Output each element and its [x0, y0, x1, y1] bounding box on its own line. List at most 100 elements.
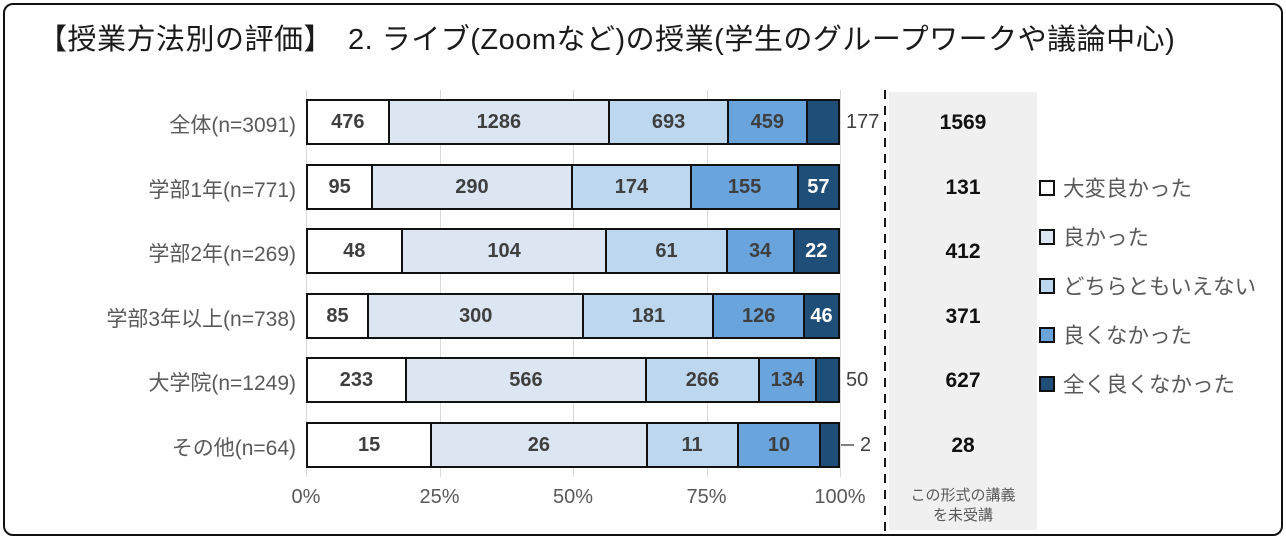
segment-value-label-outside: 2	[860, 433, 872, 456]
legend-label: 良くなかった	[1063, 324, 1193, 348]
gridline	[573, 90, 574, 477]
x-axis-tick-label: 50%	[552, 486, 594, 508]
legend-swatch	[1039, 326, 1055, 343]
bar-segment: 134	[759, 359, 817, 402]
bar-segment: 95	[308, 165, 374, 208]
legend-label: 良かった	[1063, 226, 1150, 250]
x-axis-tick-label: 0%	[291, 486, 321, 508]
unattended-count: 627	[945, 369, 981, 393]
bar-segment: 46	[804, 294, 838, 337]
legend-item: 良かった	[1039, 221, 1149, 252]
bar-segment: 85	[308, 294, 370, 337]
segment-value-label: 1286	[476, 111, 522, 134]
category-label: 全体(n=3091)	[169, 114, 296, 138]
stacked-bar: 95 290 174 155 57	[306, 163, 840, 210]
legend-item: 良くなかった	[1039, 319, 1192, 350]
legend-swatch	[1039, 277, 1055, 294]
segment-value-label: 693	[651, 111, 686, 134]
bar-segment: 26	[432, 423, 648, 466]
unattended-label-line1: この形式の講義	[910, 487, 1016, 504]
bar-segment: 566	[406, 359, 648, 402]
segment-value-label: 10	[767, 433, 791, 456]
bar-segment: 1286	[389, 101, 611, 144]
unattended-divider-line	[884, 90, 886, 532]
legend-label: 全く良くなかった	[1063, 373, 1236, 397]
legend-swatch	[1039, 179, 1055, 196]
segment-value-label: 174	[614, 175, 649, 198]
bar-segment: 693	[610, 101, 729, 144]
segment-value-label: 266	[685, 369, 720, 392]
legend-item: どちらともいえない	[1039, 270, 1256, 301]
segment-value-label: 459	[750, 111, 784, 134]
segment-value-label: 181	[631, 304, 666, 327]
segment-value-label-outside: 50	[846, 369, 869, 392]
segment-value-label: 34	[749, 240, 772, 263]
bar-segment: 300	[369, 294, 585, 337]
segment-value-label: 61	[655, 240, 678, 263]
segment-value-label: 57	[807, 175, 830, 198]
bar-segment	[821, 423, 838, 466]
category-label: その他(n=64)	[171, 436, 296, 460]
unattended-count: 28	[951, 433, 975, 457]
legend-swatch	[1039, 375, 1055, 392]
chart-title: 【授業方法別の評価】 2. ライブ(Zoomなど)の授業(学生のグループワークや…	[38, 24, 1176, 56]
segment-value-label: 46	[810, 304, 833, 327]
bar-segment: 22	[794, 230, 838, 273]
bar-segment: 15	[308, 423, 433, 466]
bar-segment: 266	[647, 359, 760, 402]
bar-segment: 11	[647, 423, 739, 466]
stacked-bar: 48 104 61 34 22	[306, 228, 840, 275]
segment-value-label: 134	[770, 369, 804, 392]
segment-value-label: 22	[805, 240, 828, 263]
category-label: 学部2年(n=269)	[148, 243, 296, 267]
gridline	[306, 90, 307, 477]
legend-label: 大変良かった	[1063, 177, 1193, 201]
stacked-bar: 476 1286 693 459	[306, 99, 840, 146]
unattended-count: 1569	[939, 111, 987, 135]
gridline	[439, 90, 441, 477]
segment-value-label: 11	[681, 433, 703, 456]
x-axis-tick-label: 75%	[686, 486, 727, 508]
x-axis-tick-label: 25%	[419, 486, 460, 508]
gridline	[840, 90, 841, 477]
segment-value-label: 126	[742, 304, 776, 327]
bar-segment	[816, 359, 838, 402]
bar-segment: 61	[607, 230, 728, 273]
x-axis-tick-label: 100%	[814, 486, 866, 508]
bar-segment: 476	[308, 101, 390, 144]
segment-value-label: 26	[527, 433, 550, 456]
stacked-bar: 233 566 266 134	[306, 357, 840, 404]
bar-segment: 126	[714, 294, 805, 337]
unattended-column-background	[889, 92, 1037, 530]
segment-value-label: 104	[487, 240, 521, 263]
unattended-count: 371	[945, 304, 981, 328]
segment-value-label: 15	[357, 433, 381, 456]
stacked-bar: 85 300 181 126 46	[306, 292, 840, 339]
legend-label: どちらともいえない	[1063, 275, 1257, 299]
segment-value-label: 95	[328, 175, 351, 198]
segment-value-label: 300	[459, 304, 493, 327]
bar-segment: 48	[308, 230, 403, 273]
legend-item: 全く良くなかった	[1039, 368, 1235, 399]
unattended-count: 412	[945, 240, 981, 264]
segment-value-label: 476	[331, 111, 365, 134]
bar-segment: 233	[308, 359, 407, 402]
segment-value-label: 48	[343, 240, 366, 263]
bar-segment: 104	[402, 230, 608, 273]
category-label: 学部1年(n=771)	[148, 178, 296, 202]
category-label: 大学院(n=1249)	[148, 372, 296, 396]
segment-value-label: 233	[339, 369, 374, 392]
legend-item: 大変良かった	[1039, 172, 1192, 203]
unattended-label-line2: を未受講	[932, 507, 993, 525]
bar-segment: 174	[572, 165, 693, 208]
bar-segment: 34	[727, 230, 795, 273]
bar-segment: 181	[584, 294, 715, 337]
bar-segment	[807, 101, 838, 144]
bar-segment: 10	[738, 423, 822, 466]
callout-leader-line	[841, 443, 854, 446]
bar-segment: 57	[798, 165, 838, 208]
unattended-column-label: この形式の講義 を未受講	[889, 486, 1037, 527]
segment-value-label: 290	[455, 175, 489, 198]
stacked-bar: 15 26 11 10	[306, 421, 840, 468]
